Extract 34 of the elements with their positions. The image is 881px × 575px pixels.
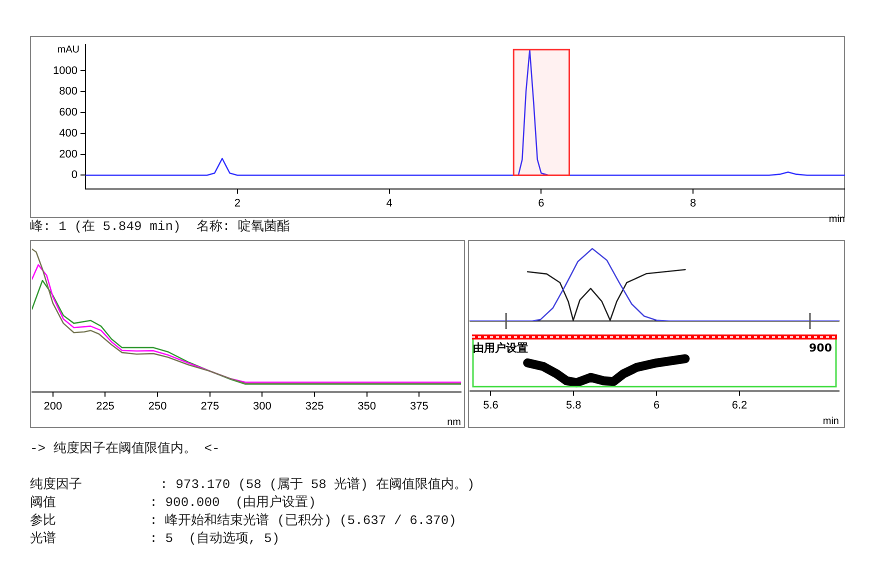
annotation: 由用户设置	[473, 341, 528, 354]
y-tick-label: 1000	[52, 64, 78, 77]
x-axis-title: min	[828, 214, 845, 225]
y-tick-label: 400	[59, 127, 78, 140]
text: 阈值 : 900.000 (由用户设置)	[30, 494, 318, 512]
y-tick-label: 800	[59, 86, 78, 98]
text: 参比 : 峰开始和结束光谱 (已积分) (5.637 / 6.370)	[30, 512, 458, 530]
text: 峰: 1 (在 5.849 min) 名称: 啶氧菌酯	[30, 218, 290, 235]
annotation: 900	[809, 341, 832, 354]
x-tick-label: 300	[253, 400, 272, 412]
x-tick-label: 225	[96, 400, 114, 412]
x-tick-label: 5.8	[566, 399, 582, 412]
x-tick-label: 200	[44, 400, 62, 412]
y-tick-label: 0	[71, 169, 78, 182]
text: 纯度因子 : 973.170 (58 (属于 58 光谱) 在阈值限值内。)	[30, 476, 476, 494]
x-tick-label: 325	[305, 400, 324, 412]
x-tick-label: 4	[386, 197, 392, 210]
x-tick-label: 2	[234, 197, 240, 210]
y-axis-title: mAU	[57, 44, 80, 56]
x-tick-label: 350	[358, 400, 376, 412]
x-tick-label: 6	[654, 399, 660, 412]
x-tick-label: 375	[410, 400, 428, 412]
x-tick-label: 275	[200, 400, 220, 412]
y-tick-label: 600	[59, 106, 78, 119]
x-axis-title: nm	[447, 416, 461, 428]
x-tick-label: 5.6	[483, 399, 498, 412]
text: -> 纯度因子在阈值限值内。 <-	[30, 440, 221, 458]
text: 光谱 : 5 (自动选项, 5)	[30, 530, 281, 548]
x-axis-title: min	[822, 416, 839, 427]
x-tick-label: 8	[690, 197, 696, 210]
x-tick-label: 250	[148, 400, 167, 412]
x-tick-label: 6.2	[732, 399, 748, 412]
y-tick-label: 200	[59, 148, 78, 160]
x-tick-label: 6	[538, 197, 544, 210]
